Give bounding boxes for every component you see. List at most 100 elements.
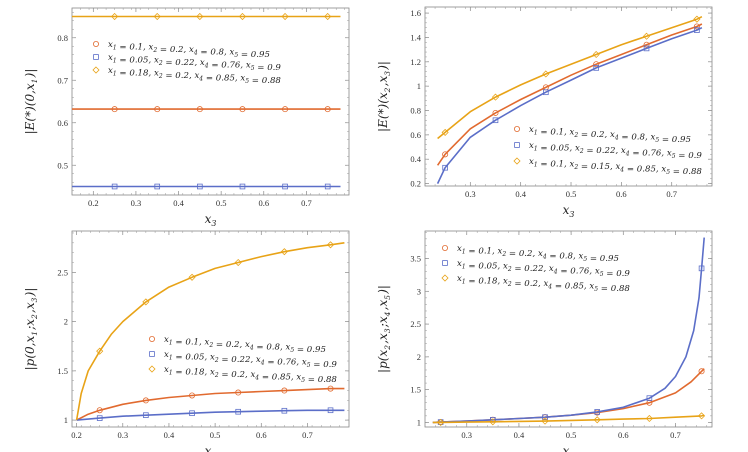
x-axis-label: x3 [563, 203, 575, 219]
series-2-point [646, 395, 653, 401]
legend-marker-1 [441, 244, 448, 251]
y-tick-label: 2 [417, 352, 421, 362]
x-tick-label: 0.4 [164, 430, 175, 440]
series-2-point [235, 408, 242, 415]
x-tick-label: 0.3 [465, 189, 476, 199]
legend-label-1: x1 = 0.1, x2 = 0.2, x4 = 0.8, x5 = 0.95 [457, 244, 619, 264]
y-tick-label: 0.7 [57, 75, 68, 85]
series-3-point [441, 128, 449, 136]
legend-label-1: x1 = 0.1, x2 = 0.2, x4 = 0.8, x5 = 0.95 [108, 40, 270, 60]
series-2-point [239, 183, 246, 190]
series-1-point [235, 389, 242, 396]
legend-marker-1 [148, 335, 155, 342]
y-tick-label: 0.8 [410, 106, 421, 116]
legend-marker-3 [441, 274, 449, 282]
series-1-point [281, 387, 288, 394]
y-tick-label: 0.6 [57, 118, 68, 128]
y-tick-label: 2 [64, 317, 68, 327]
legend-marker-1 [93, 41, 100, 48]
y-axis-label: |p(0,x1 ;x2 ,x3 )| [23, 288, 39, 371]
series-3-point [326, 241, 335, 249]
x-tick-label: 0.5 [566, 189, 577, 199]
y-tick-label: 3.5 [410, 254, 421, 264]
y-tick-label: 2.5 [57, 267, 68, 277]
x-tick-label: 0.7 [670, 430, 681, 440]
legend-label-2: x1 = 0.05, x2 = 0.22, x4 = 0.76, x5 = 0.… [108, 53, 281, 73]
series-1-point [142, 397, 149, 404]
series-3-point [280, 248, 288, 256]
series-line-2 [432, 237, 705, 424]
series-2-point [143, 412, 149, 418]
series-3-point [437, 418, 445, 426]
series-line-3 [432, 414, 705, 424]
svg-text:|E(*)(0,x1 )|: |E(*)(0,x1 )| [23, 69, 39, 135]
series-1-point [643, 41, 650, 48]
legend-label-2: x1 = 0.05, x2 = 0.22, x4 = 0.76, x5 = 0.… [164, 350, 337, 370]
series-3-point [142, 298, 150, 306]
x-tick-label: 0.6 [258, 198, 269, 208]
series-3-point [642, 32, 651, 40]
series-2-point [593, 65, 599, 71]
series-line-3 [437, 15, 703, 140]
legend-label-3: x1 = 0.18, x2 = 0.2, x4 = 0.85, x5 = 0.8… [108, 66, 281, 86]
series-2-point [189, 410, 195, 417]
series-line-1 [432, 368, 705, 424]
chart-panel-3: 0.2 0.3 0.4 0.5 0.6 0.7 1 1.5 2 2.5 x1 = 0.1, x2 =… [57, 230, 350, 440]
plot-frame [424, 230, 713, 428]
series-line-1 [436, 23, 703, 166]
x-tick-label: 0.6 [256, 430, 267, 440]
series-1-point [324, 106, 331, 113]
x-axis-label: x3 [563, 444, 575, 452]
legend-label-2: x1 = 0.05, x2 = 0.22, x4 = 0.76, x5 = 0.… [457, 259, 630, 279]
legend-marker-2 [514, 142, 520, 148]
y-tick-label: 1 [64, 415, 68, 425]
series-3-point [281, 12, 289, 21]
series-3-point [324, 12, 332, 21]
legend-marker-2 [93, 54, 99, 60]
legend-label-2: x1 = 0.05, x2 = 0.22, x4 = 0.76, x5 = 0.… [529, 141, 702, 161]
legend-marker-2 [442, 260, 448, 266]
series-2-point [694, 27, 700, 33]
series-2-point [543, 89, 549, 96]
series-3-point [96, 347, 104, 355]
series-2-point [281, 407, 288, 414]
y-tick-label: 0.2 [410, 179, 421, 189]
series-1-point [96, 407, 103, 414]
y-tick-label: 1 [417, 81, 421, 91]
legend-label-3: x1 = 0.18, x2 = 0.2, x4 = 0.85, x5 = 0.8… [457, 274, 630, 294]
series-1-point [196, 106, 203, 113]
legend-label-1: x1 = 0.1, x2 = 0.2, x4 = 0.8, x5 = 0.95 [529, 125, 691, 145]
series-1-point [442, 151, 449, 158]
x-tick-label: 0.2 [71, 430, 82, 440]
series-3-point [196, 12, 204, 21]
plot-frame [71, 230, 350, 428]
legend-label-3: x1 = 0.18, x2 = 0.2, x4 = 0.85, x5 = 0.8… [164, 365, 337, 385]
y-tick-label: 0.5 [57, 160, 68, 170]
series-1-point [693, 23, 700, 30]
y-tick-label: 0.8 [57, 33, 68, 43]
series-1-point [646, 399, 653, 406]
x-axis-label: x3 [205, 444, 217, 452]
x-tick-label: 0.3 [117, 430, 128, 440]
series-1-point [189, 392, 196, 399]
series-3-point [238, 12, 247, 21]
x-tick-label: 0.5 [216, 198, 227, 208]
x-tick-label: 0.7 [666, 189, 677, 199]
legend-marker-2 [149, 351, 155, 357]
y-tick-label: 1.2 [410, 57, 421, 67]
x-tick-label: 0.4 [173, 198, 184, 208]
series-2-point [154, 183, 161, 190]
svg-text:|E(*)(x2 ,x3 )|: |E(*)(x2 ,x3 )| [376, 61, 392, 132]
x-tick-label: 0.3 [131, 198, 142, 208]
series-1-point [593, 61, 600, 68]
series-2-point [324, 183, 331, 190]
series-1-point [698, 368, 705, 375]
x-tick-label: 0.5 [566, 430, 577, 440]
series-2-point [594, 409, 600, 415]
chart-panel-4: 0.3 0.4 0.5 0.6 0.7 1 1.5 2 2.5 3 3.5 x1 = 0.1, x2 … [410, 230, 713, 440]
series-3-point [593, 416, 601, 424]
series-3-point [491, 93, 500, 101]
series-2-point [282, 183, 288, 190]
x-tick-label: 0.4 [515, 189, 526, 199]
